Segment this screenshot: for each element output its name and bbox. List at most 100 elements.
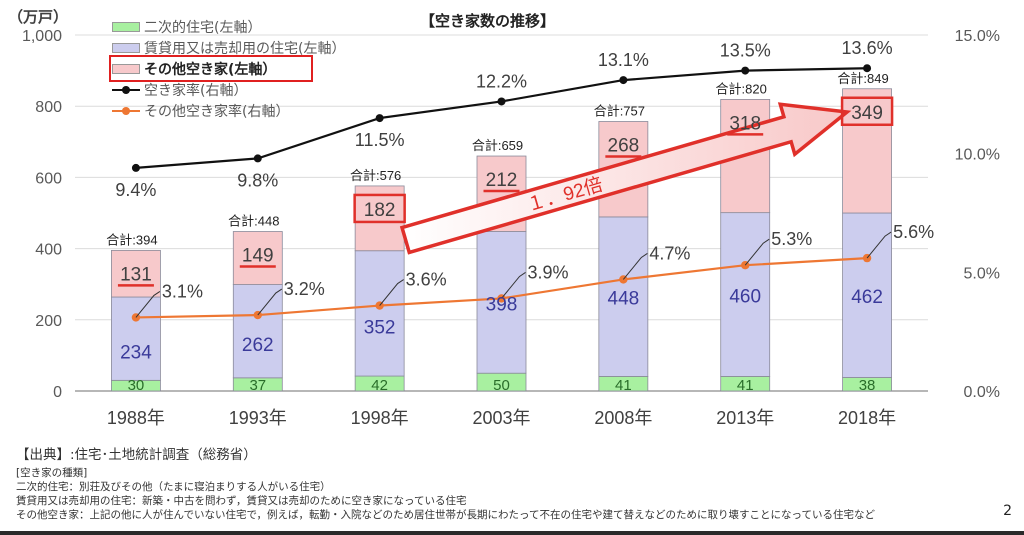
legend-swatch-pink xyxy=(112,63,140,74)
leader-line xyxy=(744,238,770,266)
vacancy-rate-point xyxy=(619,76,628,85)
bar-rental-sale xyxy=(232,284,283,379)
total-label: 合計:448 xyxy=(228,214,279,229)
legend-swatch-lavender xyxy=(112,42,140,53)
leader-line xyxy=(501,272,526,299)
leader-line xyxy=(379,279,404,306)
legend-line-marker-orange-icon xyxy=(112,106,140,116)
bar-other-vacant-label: 131 xyxy=(120,264,152,285)
highlight-box xyxy=(353,193,406,224)
left-tick-label: 1,000 xyxy=(22,28,62,45)
bar-rental-sale-label: 398 xyxy=(486,294,518,315)
chart-title: 【空き家数の推移】 xyxy=(420,12,556,30)
x-tick-label: 2003年 xyxy=(472,408,530,428)
other-vacancy-rate-label: 3.9% xyxy=(528,262,569,282)
total-label: 合計:659 xyxy=(472,138,523,153)
vacancy-rate-point xyxy=(863,64,872,73)
lines xyxy=(131,64,892,322)
legend-item-secondary-housing: 二次的住宅(左軸） xyxy=(112,16,345,37)
bar-secondary-housing-label: 41 xyxy=(737,377,754,394)
bar-rental-sale xyxy=(720,212,771,377)
legend-label: 空き家率(右軸） xyxy=(144,82,248,99)
total-label: 合計:576 xyxy=(350,168,401,183)
growth-arrow-shape xyxy=(399,102,852,255)
highlight-box xyxy=(840,96,894,127)
page-number: 2 xyxy=(1003,503,1012,519)
bar-other-vacant-label: 349 xyxy=(851,103,883,124)
other-vacancy-rate-label: 3.1% xyxy=(162,281,203,301)
bar-secondary-housing-label: 30 xyxy=(128,377,145,394)
bar-other-vacant xyxy=(232,231,283,285)
bar-rental-sale-label: 460 xyxy=(729,287,761,308)
vacancy-rate-label: 13.1% xyxy=(598,50,649,70)
bar-rental-sale-label: 462 xyxy=(851,287,883,308)
leader-line xyxy=(135,291,161,318)
other-vacancy-rate-label: 4.7% xyxy=(649,243,690,263)
legend-line-marker-black-icon xyxy=(112,85,140,95)
vacancy-rate-point xyxy=(253,154,262,163)
left-axis-unit-label: （万戸） xyxy=(8,8,69,26)
bottom-border xyxy=(0,531,1024,535)
bar-rental-sale xyxy=(354,250,405,377)
x-tick-label: 2008年 xyxy=(594,408,652,428)
other-vacancy-rate-label: 3.6% xyxy=(406,270,447,290)
left-tick-label: 0 xyxy=(53,384,62,401)
x-axis-ticks: 1988年 1993年 1998年 2003年 2008年 2013年 2018年 xyxy=(107,408,896,428)
vacancy-rate-label: 11.5% xyxy=(355,130,405,150)
bar-other-vacant-label: 212 xyxy=(486,170,518,191)
legend-item-rental-sale: 賃貸用又は売却用の住宅(左軸） xyxy=(112,37,345,58)
bar-rental-sale-label: 234 xyxy=(120,343,152,364)
vacancy-rate-point xyxy=(741,66,750,75)
legend-item-other-vacancy-rate: その他空き家率(右軸） xyxy=(112,100,345,121)
right-tick-label: 5.0% xyxy=(964,265,1000,282)
x-tick-label: 2018年 xyxy=(838,408,896,428)
bar-secondary-housing-label: 42 xyxy=(371,377,388,394)
bar-other-vacant xyxy=(354,185,405,252)
vacancy-rate-point xyxy=(375,114,384,123)
legend-label: 賃貸用又は売却用の住宅(左軸） xyxy=(144,40,346,57)
bar-other-vacant-label: 318 xyxy=(729,113,761,134)
right-tick-label: 0.0% xyxy=(964,384,1000,401)
vacancy-rate-point xyxy=(131,163,140,172)
vacancy-rate-label: 13.5% xyxy=(720,41,771,61)
legend-label: その他空き家率(右軸） xyxy=(144,103,290,120)
bar-other-vacant-label: 268 xyxy=(608,136,640,157)
note-heading: [空き家の種類] xyxy=(16,467,88,479)
total-label: 合計:820 xyxy=(716,81,767,96)
x-tick-label: 1998年 xyxy=(351,408,409,428)
right-tick-label: 15.0% xyxy=(955,28,1000,45)
left-tick-label: 800 xyxy=(35,99,62,116)
vacancy-rate-label: 9.8% xyxy=(237,170,278,190)
total-label: 合計:394 xyxy=(106,232,157,247)
source-citation: 【出典】:住宅･土地統計調査（総務省） xyxy=(16,447,257,463)
note-secondary-housing: 二次的住宅：別荘及びその他（たまに寝泊まりする人がいる住宅） xyxy=(16,481,331,493)
vacancy-rate-label: 9.4% xyxy=(115,180,156,200)
right-tick-label: 10.0% xyxy=(955,147,1000,164)
bar-secondary-housing-label: 41 xyxy=(615,377,632,394)
leader-line xyxy=(866,231,892,259)
legend: 二次的住宅(左軸） 賃貸用又は売却用の住宅(左軸） その他空き家(左軸） 空き家… xyxy=(109,16,345,121)
x-tick-label: 1988年 xyxy=(107,408,165,428)
leader-line xyxy=(257,288,283,316)
total-label: 合計:757 xyxy=(594,104,645,119)
bar-rental-sale xyxy=(598,216,649,377)
legend-item-vacancy-rate: 空き家率(右軸） xyxy=(112,79,345,100)
leader-line xyxy=(622,253,648,280)
other-vacancy-rate-label: 5.3% xyxy=(771,229,812,249)
left-tick-label: 200 xyxy=(35,313,62,330)
bar-other-vacant-label: 149 xyxy=(242,246,274,267)
left-axis-ticks: 0 200 400 600 800 1,000 xyxy=(22,28,62,401)
vacancy-rate-label: 12.2% xyxy=(476,71,527,91)
vacant-houses-chart: 0 200 400 600 800 1,000 0.0% 5.0% 10.0% 15.0% １．… xyxy=(22,28,1000,428)
bar-rental-sale-label: 352 xyxy=(364,317,396,338)
left-tick-label: 600 xyxy=(35,170,62,187)
legend-swatch-green xyxy=(112,21,140,32)
growth-arrow: １．92倍 xyxy=(399,102,852,255)
left-tick-label: 400 xyxy=(35,242,62,259)
bar-secondary-housing-label: 50 xyxy=(493,377,510,394)
bar-rental-sale xyxy=(111,296,161,381)
legend-label: その他空き家(左軸） xyxy=(144,61,277,78)
vacancy-rate-point xyxy=(497,97,506,106)
other-vacancy-rate-label: 5.6% xyxy=(893,222,934,242)
legend-label: 二次的住宅(左軸） xyxy=(144,19,262,36)
